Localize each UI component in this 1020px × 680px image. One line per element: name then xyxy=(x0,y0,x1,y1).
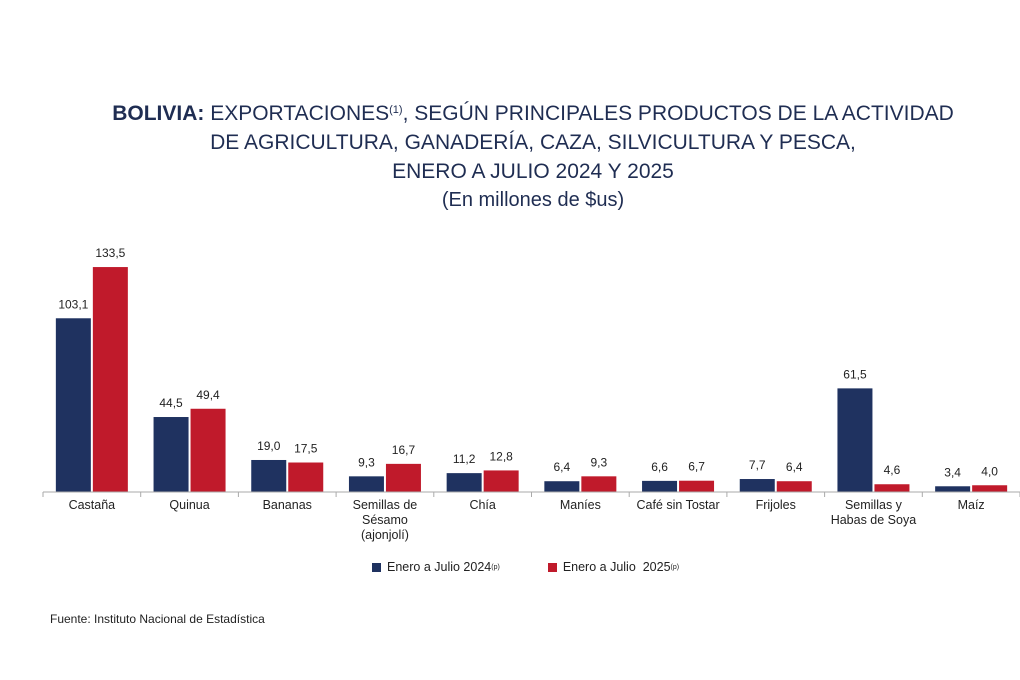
title-footnote-mark: (1) xyxy=(389,104,403,116)
bar-2025-7 xyxy=(776,481,812,492)
data-label-2025-8: 4,6 xyxy=(884,463,901,477)
category-label-3: Sésamo xyxy=(362,513,408,527)
category-label-8: Semillas y xyxy=(845,498,903,512)
legend-label-2024: Enero a Julio 2024 xyxy=(387,560,492,574)
legend-item-2025: Enero a Julio 2025 (p) xyxy=(547,560,680,574)
bar-2024-7 xyxy=(739,479,775,492)
title-line-3: ENERO A JULIO 2024 Y 2025 xyxy=(392,160,674,183)
data-label-2025-0: 133,5 xyxy=(95,246,125,260)
bar-2024-1 xyxy=(153,417,189,492)
bar-2025-5 xyxy=(581,476,617,492)
bar-2024-8 xyxy=(837,388,873,492)
category-label-9: Maíz xyxy=(958,498,985,512)
bar-2025-2 xyxy=(288,462,324,492)
source-note: Fuente: Instituto Nacional de Estadístic… xyxy=(50,612,265,626)
bar-2025-0 xyxy=(92,267,128,492)
title-line1-rest: , SEGÚN PRINCIPALES PRODUCTOS DE LA ACTI… xyxy=(402,102,954,125)
bar-2024-0 xyxy=(55,318,91,492)
category-label-4: Chía xyxy=(469,498,495,512)
category-label-1: Quinua xyxy=(169,498,209,512)
category-label-8: Habas de Soya xyxy=(831,513,917,527)
chart-subtitle: (En millones de $us) xyxy=(441,189,625,211)
bar-2024-6 xyxy=(642,480,678,492)
bar-2025-6 xyxy=(679,480,715,492)
bar-2024-4 xyxy=(446,473,482,492)
data-label-2025-7: 6,4 xyxy=(786,460,803,474)
category-label-7: Frijoles xyxy=(756,498,796,512)
legend-swatch-2025 xyxy=(547,562,557,572)
title-line-2: DE AGRICULTURA, GANADERÍA, CAZA, SILVICU… xyxy=(210,131,856,154)
bar-2025-3 xyxy=(385,463,421,492)
title-country: BOLIVIA: xyxy=(112,102,205,125)
title-line1-text: EXPORTACIONES xyxy=(210,102,390,125)
data-label-2024-0: 103,1 xyxy=(58,297,88,311)
category-label-3: Semillas de xyxy=(353,498,418,512)
data-label-2025-6: 6,7 xyxy=(688,460,705,474)
data-label-2025-4: 12,8 xyxy=(489,449,513,463)
legend-sup-2025: (p) xyxy=(670,563,680,571)
data-label-2025-9: 4,0 xyxy=(981,464,998,478)
bar-2025-8 xyxy=(874,484,910,492)
category-label-3: (ajonjolí) xyxy=(361,528,409,542)
bar-2025-4 xyxy=(483,470,519,492)
data-label-2024-8: 61,5 xyxy=(843,367,867,381)
legend-item-2024: Enero a Julio 2024 (p) xyxy=(372,560,500,574)
data-label-2025-2: 17,5 xyxy=(294,442,318,456)
data-label-2024-6: 6,6 xyxy=(651,460,668,474)
data-label-2024-1: 44,5 xyxy=(159,396,183,410)
bar-2025-9 xyxy=(972,485,1008,492)
bar-2024-9 xyxy=(935,486,971,492)
data-label-2024-7: 7,7 xyxy=(749,458,766,472)
bar-2025-1 xyxy=(190,408,226,492)
data-label-2024-2: 19,0 xyxy=(257,439,281,453)
category-label-5: Maníes xyxy=(560,498,601,512)
title-line-1: BOLIVIA: EXPORTACIONES(1), SEGÚN PRINCIP… xyxy=(0,96,1020,128)
data-label-2025-1: 49,4 xyxy=(196,388,220,402)
data-label-2024-3: 9,3 xyxy=(358,455,375,469)
category-label-0: Castaña xyxy=(69,498,116,512)
chart-legend: Enero a Julio 2024 (p) Enero a Julio 2025… xyxy=(372,560,727,574)
bar-2024-5 xyxy=(544,481,580,492)
bar-2024-2 xyxy=(251,459,287,492)
bar-2024-3 xyxy=(348,476,384,492)
legend-sup-2024: (p) xyxy=(491,563,500,571)
chart-title: BOLIVIA: EXPORTACIONES(1), SEGÚN PRINCIP… xyxy=(0,96,1020,214)
category-label-2: Bananas xyxy=(263,498,312,512)
data-label-2024-9: 3,4 xyxy=(944,465,961,479)
legend-swatch-2024 xyxy=(372,562,381,572)
data-label-2025-3: 16,7 xyxy=(392,443,416,457)
bar-chart: 103,1 133,5 Castaña 44,5 49,4 Quinua 19,0 17,5 B… xyxy=(42,246,1020,542)
legend-label-2025: Enero a Julio 2025 xyxy=(562,560,671,574)
data-label-2024-5: 6,4 xyxy=(554,460,571,474)
data-label-2024-4: 11,2 xyxy=(453,452,476,466)
data-label-2025-5: 9,3 xyxy=(591,455,608,469)
category-label-6: Café sin Tostar xyxy=(636,498,719,512)
